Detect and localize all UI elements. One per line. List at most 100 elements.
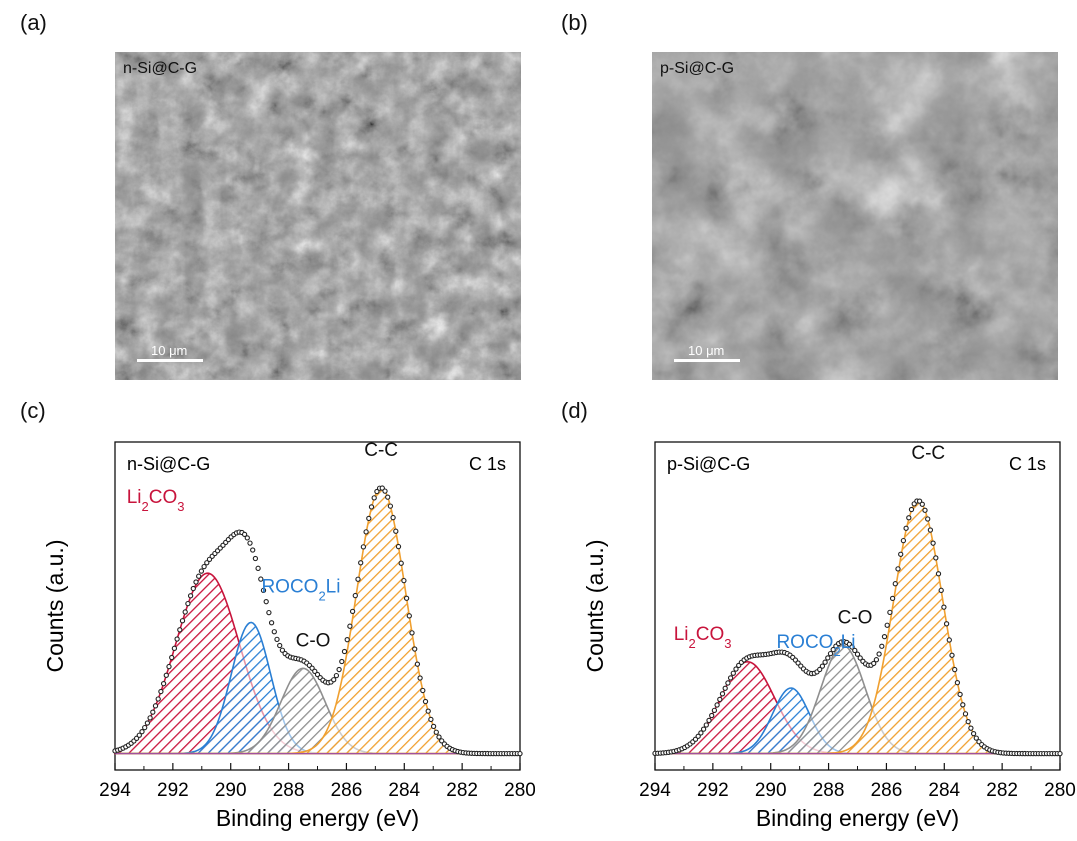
envelope-point: [879, 643, 885, 649]
envelope-point: [898, 551, 904, 557]
xps-chart-n-si: 294 292 290 288 286 284 282 280 Binding energy (…: [42, 440, 535, 831]
envelope-point: [147, 715, 153, 721]
region-label: C 1s: [469, 454, 506, 474]
envelope-point: [830, 646, 836, 653]
sem-image-n-si: n-Si@C-G 10 μm: [115, 52, 521, 380]
envelope-point: [344, 637, 350, 643]
envelope-point: [336, 666, 342, 673]
envelope-point: [919, 501, 925, 507]
y-axis-label: Counts (a.u.): [582, 540, 608, 673]
envelope-point: [333, 672, 340, 679]
envelope-point: [204, 560, 210, 566]
envelope-point: [244, 535, 250, 541]
envelope-point: [341, 648, 348, 655]
envelope-point: [433, 729, 439, 735]
x-tick-label: 284: [928, 780, 960, 801]
envelope-point: [366, 515, 372, 522]
panel-label-c: (c): [20, 398, 46, 423]
scale-bar: [137, 359, 203, 362]
envelope-point: [906, 515, 912, 521]
envelope-point: [960, 702, 966, 708]
x-tick-label: 286: [871, 780, 903, 801]
sample-label: n-Si@C-G: [127, 454, 210, 474]
envelope-point: [962, 711, 969, 717]
envelope-point: [908, 506, 915, 513]
envelope-point: [274, 636, 280, 643]
envelope-point: [279, 647, 286, 653]
x-tick-label: 284: [388, 780, 420, 801]
envelope-point: [363, 529, 369, 535]
envelope-point: [190, 585, 196, 592]
envelope-point: [136, 732, 142, 738]
envelope-point: [371, 495, 377, 501]
envelope-point: [401, 577, 407, 584]
envelope-point: [258, 576, 264, 582]
envelope-point: [900, 537, 907, 544]
x-axis-label: Binding energy (eV): [216, 805, 419, 831]
envelope-point: [382, 488, 388, 494]
envelope-point: [160, 681, 167, 687]
sem-texture-b: [652, 52, 1058, 380]
peak-label-c-o: C-O: [296, 630, 331, 651]
envelope-point: [268, 620, 275, 626]
peak-label-roco2li: ROCO2Li: [776, 632, 855, 659]
x-tick-label: 280: [504, 780, 535, 801]
envelope-point: [198, 568, 205, 574]
envelope-point: [725, 680, 731, 686]
x-tick-label: 294: [99, 780, 131, 801]
envelope-point: [144, 720, 151, 726]
envelope-point: [169, 654, 175, 661]
envelope-point: [409, 630, 415, 636]
y-axis-label: Counts (a.u.): [42, 540, 68, 673]
x-tick-label: 294: [639, 780, 671, 801]
envelope-point: [385, 494, 391, 500]
envelope-point: [954, 679, 961, 686]
envelope-point: [406, 613, 412, 619]
envelope-point: [935, 571, 942, 577]
peak-label-li2co3: Li2CO3: [674, 624, 732, 651]
envelope-point: [949, 652, 955, 658]
panel-label-b: (b): [561, 10, 588, 35]
envelope-point: [277, 642, 283, 649]
envelope-point: [430, 723, 437, 730]
envelope-point: [312, 668, 318, 674]
envelope-point: [250, 547, 256, 553]
envelope-point: [182, 609, 188, 615]
envelope-point: [166, 663, 172, 670]
envelope-point: [177, 627, 183, 633]
x-tick-label: 292: [697, 780, 729, 801]
envelope-point: [355, 576, 361, 582]
envelope-point: [171, 645, 178, 651]
peak-label-c-o: C-O: [838, 607, 873, 628]
sem-texture-a: [115, 52, 521, 380]
region-label: C 1s: [1009, 454, 1046, 474]
envelope-point: [428, 716, 434, 723]
envelope-point: [179, 618, 186, 624]
scale-bar-label: 10 μm: [688, 343, 725, 358]
envelope-point: [1057, 750, 1063, 757]
envelope-point: [819, 663, 826, 669]
sem-image-p-si: p-Si@C-G 10 μm: [652, 52, 1058, 380]
envelope-point: [368, 504, 375, 510]
envelope-point: [174, 636, 180, 642]
envelope-point: [420, 687, 426, 694]
envelope-point: [309, 665, 315, 671]
envelope-point: [849, 644, 855, 650]
envelope-point: [398, 560, 404, 566]
envelope-point: [187, 593, 194, 599]
envelope-point: [952, 666, 958, 673]
envelope-point: [938, 587, 944, 593]
x-tick-label: 282: [446, 780, 478, 801]
envelope-points: [652, 498, 1063, 757]
envelope-point: [722, 685, 728, 691]
envelope-point: [163, 672, 169, 678]
envelope-point: [139, 729, 145, 735]
envelope-point: [417, 675, 423, 681]
xps-chart-p-si: 294 292 290 288 286 284 282 280 Binding energy (…: [582, 441, 1076, 831]
envelope-point: [852, 647, 858, 654]
envelope-point: [889, 595, 896, 602]
x-tick-label: 280: [1044, 780, 1076, 801]
envelope-point: [252, 555, 259, 562]
envelope-point: [709, 712, 715, 719]
envelope-point: [263, 599, 269, 605]
